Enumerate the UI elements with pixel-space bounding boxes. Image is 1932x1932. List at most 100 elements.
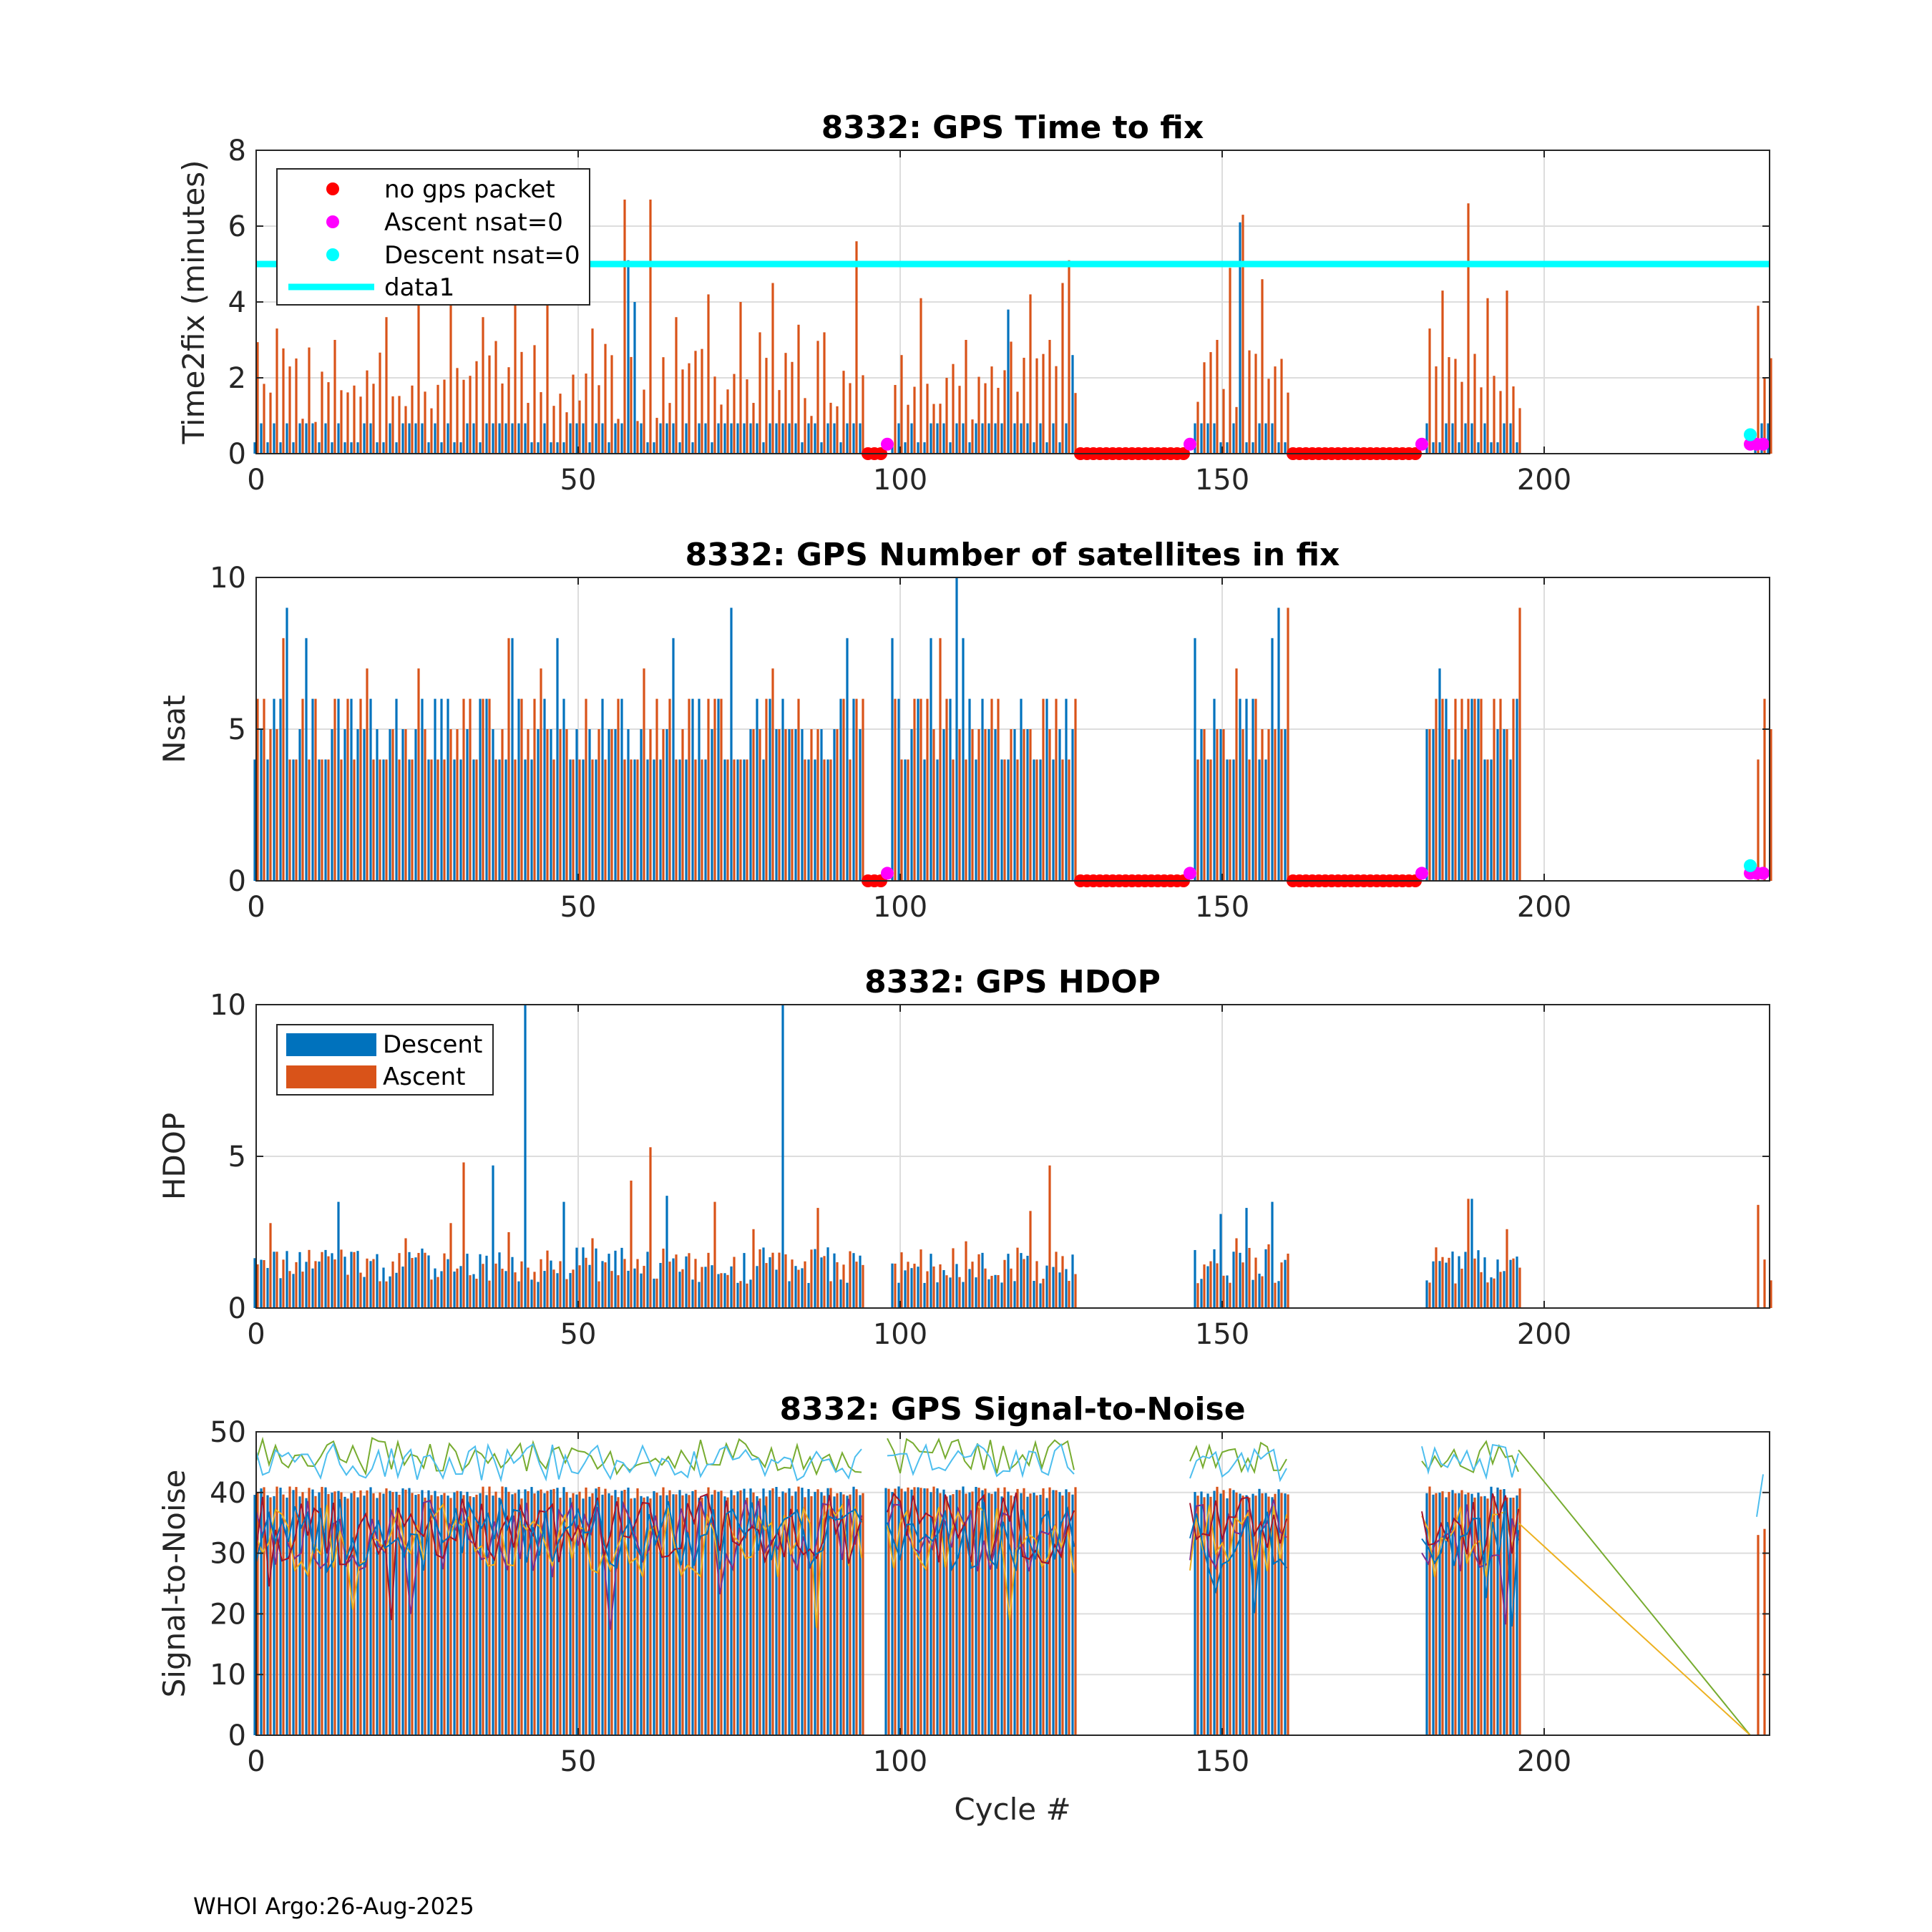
descent-bar: [743, 423, 746, 454]
descent-bar: [305, 1498, 308, 1735]
descent-bar: [968, 442, 971, 454]
ascent-bar: [1209, 759, 1212, 881]
ascent-bar: [849, 383, 852, 454]
ascent-bar: [746, 1283, 748, 1308]
descent-bar: [685, 1493, 688, 1735]
descent-bar: [743, 759, 746, 881]
descent-bar: [1451, 1252, 1454, 1308]
ascent-bar: [784, 1254, 787, 1308]
descent-bar: [1232, 1252, 1235, 1308]
descent-bar: [1045, 1498, 1048, 1735]
ascent-bar: [1203, 729, 1206, 881]
ascent-bar: [842, 371, 845, 454]
ascent-bar: [456, 368, 459, 454]
ascent-bar: [720, 698, 723, 881]
ascent-bar: [1480, 1496, 1483, 1735]
ascent-bar: [623, 1259, 626, 1308]
descent-bar: [801, 1268, 804, 1308]
ascent-bar: [643, 1497, 645, 1735]
ascent-bar: [958, 1490, 961, 1735]
descent-bar: [305, 638, 308, 881]
descent-bar: [524, 759, 527, 881]
descent-bar: [942, 1489, 945, 1735]
ascent-bar: [668, 1490, 671, 1735]
legend-label-descent-nsat0: Descent nsat=0: [384, 241, 580, 270]
descent-bar: [801, 442, 804, 454]
ascent-bar: [308, 1488, 311, 1735]
ascent-bar: [797, 324, 800, 454]
ascent-bar: [636, 421, 639, 454]
ascent-nsat0-marker: [881, 867, 894, 880]
ascent-bar: [424, 1497, 426, 1735]
descent-bar: [942, 1269, 945, 1308]
ascent-bar: [1512, 1497, 1515, 1735]
descent-bar: [1425, 423, 1428, 454]
ascent-bar: [327, 1256, 330, 1308]
ascent-bar: [1467, 1199, 1470, 1308]
descent-bar: [601, 698, 604, 881]
ascent-bar: [1203, 1264, 1206, 1308]
ascent-bar: [1248, 1247, 1251, 1308]
descent-bar: [807, 1488, 810, 1735]
ascent-bar: [836, 1262, 839, 1308]
ascent-bar: [823, 759, 826, 881]
ascent-bar: [314, 1496, 317, 1735]
ascent-bar: [559, 1261, 562, 1308]
descent-bar: [537, 729, 540, 881]
ascent-bar: [1061, 1256, 1064, 1308]
descent-bar: [917, 1267, 919, 1308]
ascent-bar: [1235, 668, 1238, 881]
ascent-bar: [1267, 379, 1270, 454]
ascent-bar: [1196, 1496, 1199, 1735]
descent-bar: [298, 729, 301, 881]
ascent-bar: [707, 698, 710, 881]
descent-bar: [324, 759, 327, 881]
ascent-bar: [288, 1271, 291, 1308]
descent-bar: [363, 423, 366, 454]
descent-bar: [653, 1491, 655, 1735]
ascent-bar: [1016, 1247, 1019, 1308]
ascent-bar: [1003, 1487, 1006, 1735]
descent-bar: [859, 423, 862, 454]
descent-bar: [1052, 1267, 1055, 1308]
ascent-bar: [540, 392, 542, 454]
ascent-bar: [675, 1254, 678, 1308]
ascent-bar: [404, 1489, 407, 1735]
descent-bar: [356, 1251, 359, 1308]
descent-nsat0-marker: [1744, 428, 1757, 441]
descent-bar: [286, 1497, 288, 1735]
ascent-bar: [952, 1494, 955, 1735]
ascent-bar: [1254, 1257, 1257, 1308]
descent-bar: [376, 729, 379, 881]
descent-bar: [1464, 1252, 1467, 1308]
ascent-bar: [855, 1262, 858, 1308]
descent-bar: [717, 1491, 720, 1735]
descent-bar: [1451, 1490, 1454, 1735]
ascent-bar: [1229, 268, 1231, 454]
ascent-bar: [771, 283, 774, 454]
descent-bar: [826, 423, 829, 454]
ascent-bar: [701, 759, 703, 881]
descent-bar: [421, 1490, 424, 1735]
ascent-bar: [984, 1488, 987, 1735]
descent-bar: [440, 1495, 443, 1735]
ascent-bar: [359, 1490, 362, 1735]
ascent-bar: [842, 1494, 845, 1735]
ascent-bar: [424, 729, 426, 881]
ascent-bar: [494, 341, 497, 454]
descent-bar: [801, 729, 804, 881]
ascent-bar: [256, 1264, 259, 1308]
descent-bar: [672, 1258, 675, 1308]
ascent-bar: [494, 759, 497, 881]
ascent-bar: [256, 698, 259, 881]
ascent-bar: [765, 358, 768, 454]
descent-bar: [975, 759, 977, 881]
descent-bar: [839, 1279, 842, 1308]
descent-bar: [743, 1253, 746, 1308]
descent-bar: [852, 423, 855, 454]
descent-bar: [1277, 442, 1280, 454]
ascent-bar: [1770, 729, 1772, 881]
ascent-bar: [900, 1488, 903, 1735]
ascent-bar: [726, 1497, 729, 1735]
descent-bar: [891, 638, 894, 881]
